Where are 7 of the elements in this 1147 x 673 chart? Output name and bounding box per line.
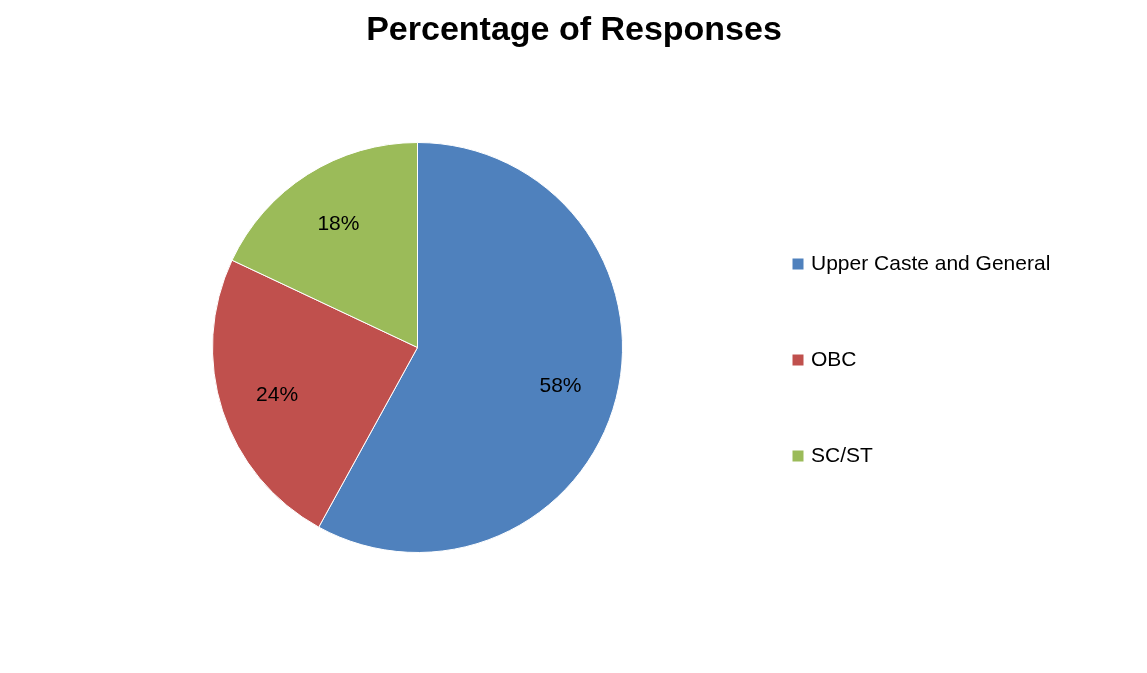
chart-title: Percentage of Responses xyxy=(366,8,782,47)
legend-label: SC/ST xyxy=(811,443,873,467)
legend-label: OBC xyxy=(811,347,857,371)
legend-label: Upper Caste and General xyxy=(811,251,1051,275)
data-label: 24% xyxy=(256,381,299,405)
data-label: 18% xyxy=(317,211,360,235)
data-label: 58% xyxy=(539,372,582,396)
